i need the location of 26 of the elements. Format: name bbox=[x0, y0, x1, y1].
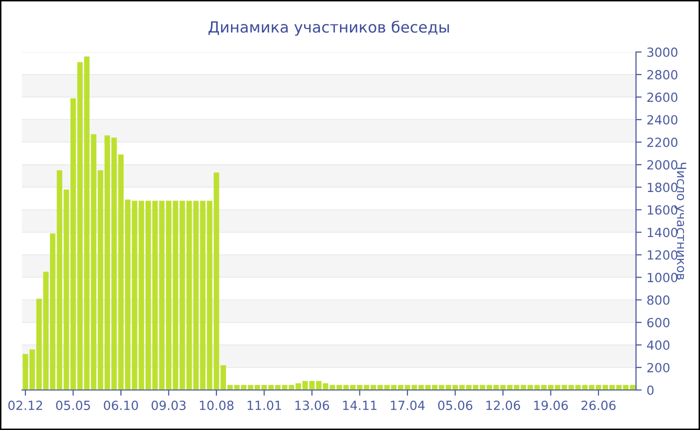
y-tick-label: 2800 bbox=[647, 70, 678, 80]
x-tick-label: 09.03 bbox=[152, 400, 186, 410]
y-tick-label: 3000 bbox=[647, 47, 678, 57]
x-tick-label: 05.05 bbox=[56, 400, 90, 410]
y-tick-label: 2600 bbox=[647, 92, 678, 102]
y-tick-label: 400 bbox=[647, 340, 670, 350]
y-tick-label: 800 bbox=[647, 295, 670, 305]
x-tick-label: 26.06 bbox=[582, 400, 616, 410]
x-tick-label: 06.10 bbox=[104, 400, 138, 410]
x-tick-label: 19.06 bbox=[534, 400, 568, 410]
x-tick-label: 11.01 bbox=[248, 400, 281, 410]
x-tick-label: 14.11 bbox=[343, 400, 376, 410]
y-tick-label: 1800 bbox=[648, 182, 678, 192]
y-tick-label: 2400 bbox=[647, 115, 678, 125]
x-tick-label: 17.04 bbox=[390, 400, 425, 410]
y-tick-label: 2000 bbox=[647, 160, 678, 170]
y-tick-label: 2200 bbox=[647, 138, 678, 148]
x-tick-label: 10.08 bbox=[200, 400, 234, 410]
x-tick-label: 02.12 bbox=[8, 400, 42, 410]
x-tick-label: 05.06 bbox=[438, 400, 472, 410]
y-tick-label: 0 bbox=[647, 385, 654, 395]
chart-title: Динамика участников беседы bbox=[208, 20, 449, 36]
x-tick-label: 13.06 bbox=[295, 400, 330, 410]
y-tick-label: 600 bbox=[647, 318, 670, 328]
x-tick-label: 12.06 bbox=[486, 400, 520, 410]
y-tick-label: 200 bbox=[647, 362, 670, 372]
